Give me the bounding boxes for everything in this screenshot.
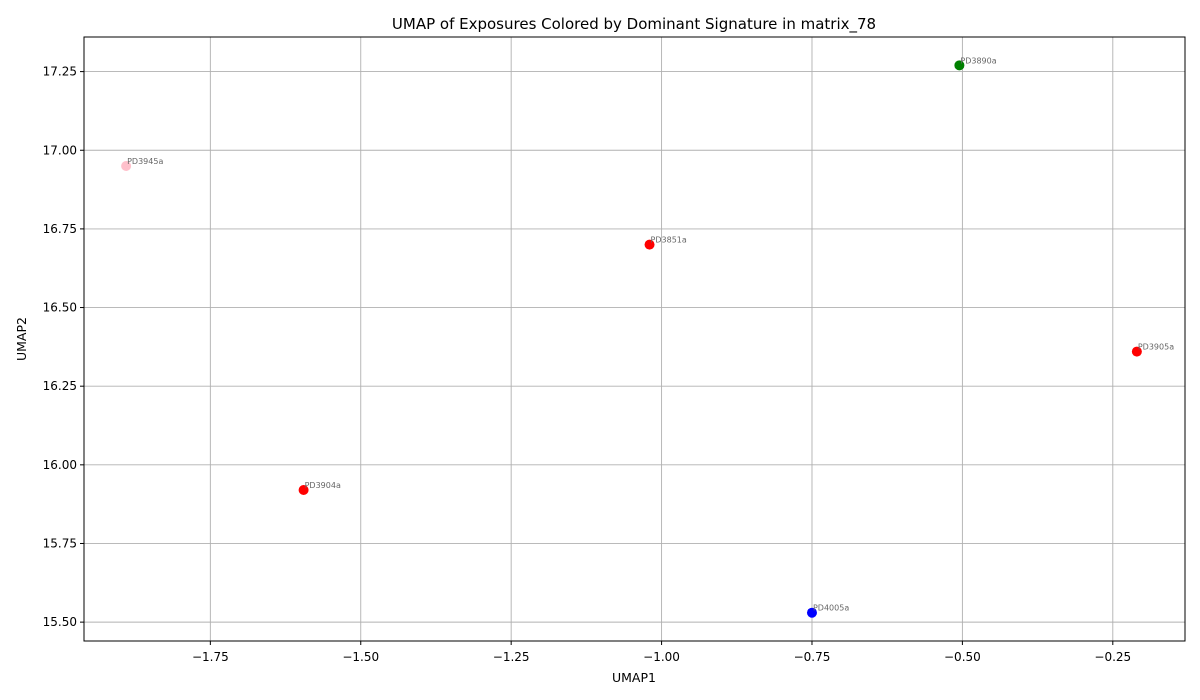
x-tick-label: −0.25 bbox=[1094, 650, 1131, 664]
data-point bbox=[806, 607, 817, 618]
data-point-label: PD3905a bbox=[1138, 343, 1174, 352]
x-tick-label: −1.50 bbox=[342, 650, 379, 664]
data-point-label: PD3851a bbox=[651, 236, 687, 245]
data-point-label: PD3945a bbox=[127, 157, 163, 166]
grid-layer bbox=[84, 37, 1185, 641]
y-axis-label: UMAP2 bbox=[14, 317, 29, 361]
points-layer: PD3890a PD3945a PD3851a PD3905a PD3904a PD400… bbox=[121, 56, 1174, 618]
y-tick-label: 16.50 bbox=[43, 301, 77, 315]
data-point bbox=[1131, 346, 1142, 357]
chart-title: UMAP of Exposures Colored by Dominant Si… bbox=[392, 15, 876, 34]
ticks-layer: −1.75 −1.50 −1.25 −1.00 −0.75 −0.50 −0.25 15.50… bbox=[43, 65, 1132, 664]
y-tick-label: 16.75 bbox=[43, 222, 77, 236]
data-point-label: PD3904a bbox=[305, 481, 341, 490]
y-tick-label: 17.25 bbox=[43, 65, 77, 79]
y-tick-label: 15.50 bbox=[43, 615, 77, 629]
x-tick-label: −1.00 bbox=[643, 650, 680, 664]
y-tick-label: 15.75 bbox=[43, 536, 77, 550]
data-point bbox=[644, 239, 655, 250]
x-tick-label: −1.75 bbox=[192, 650, 229, 664]
y-tick-label: 17.00 bbox=[43, 143, 77, 157]
data-point-label: PD4005a bbox=[813, 604, 849, 613]
data-point bbox=[954, 60, 965, 71]
x-tick-label: −1.25 bbox=[493, 650, 530, 664]
x-tick-label: −0.75 bbox=[794, 650, 831, 664]
data-point-label: PD3890a bbox=[960, 56, 996, 65]
plot-frame bbox=[83, 36, 1186, 642]
x-tick-label: −0.50 bbox=[944, 650, 981, 664]
y-tick-label: 16.25 bbox=[43, 379, 77, 393]
x-axis-label: UMAP1 bbox=[612, 670, 656, 685]
data-point bbox=[121, 160, 132, 171]
y-tick-label: 16.00 bbox=[43, 458, 77, 472]
data-point bbox=[298, 485, 309, 495]
